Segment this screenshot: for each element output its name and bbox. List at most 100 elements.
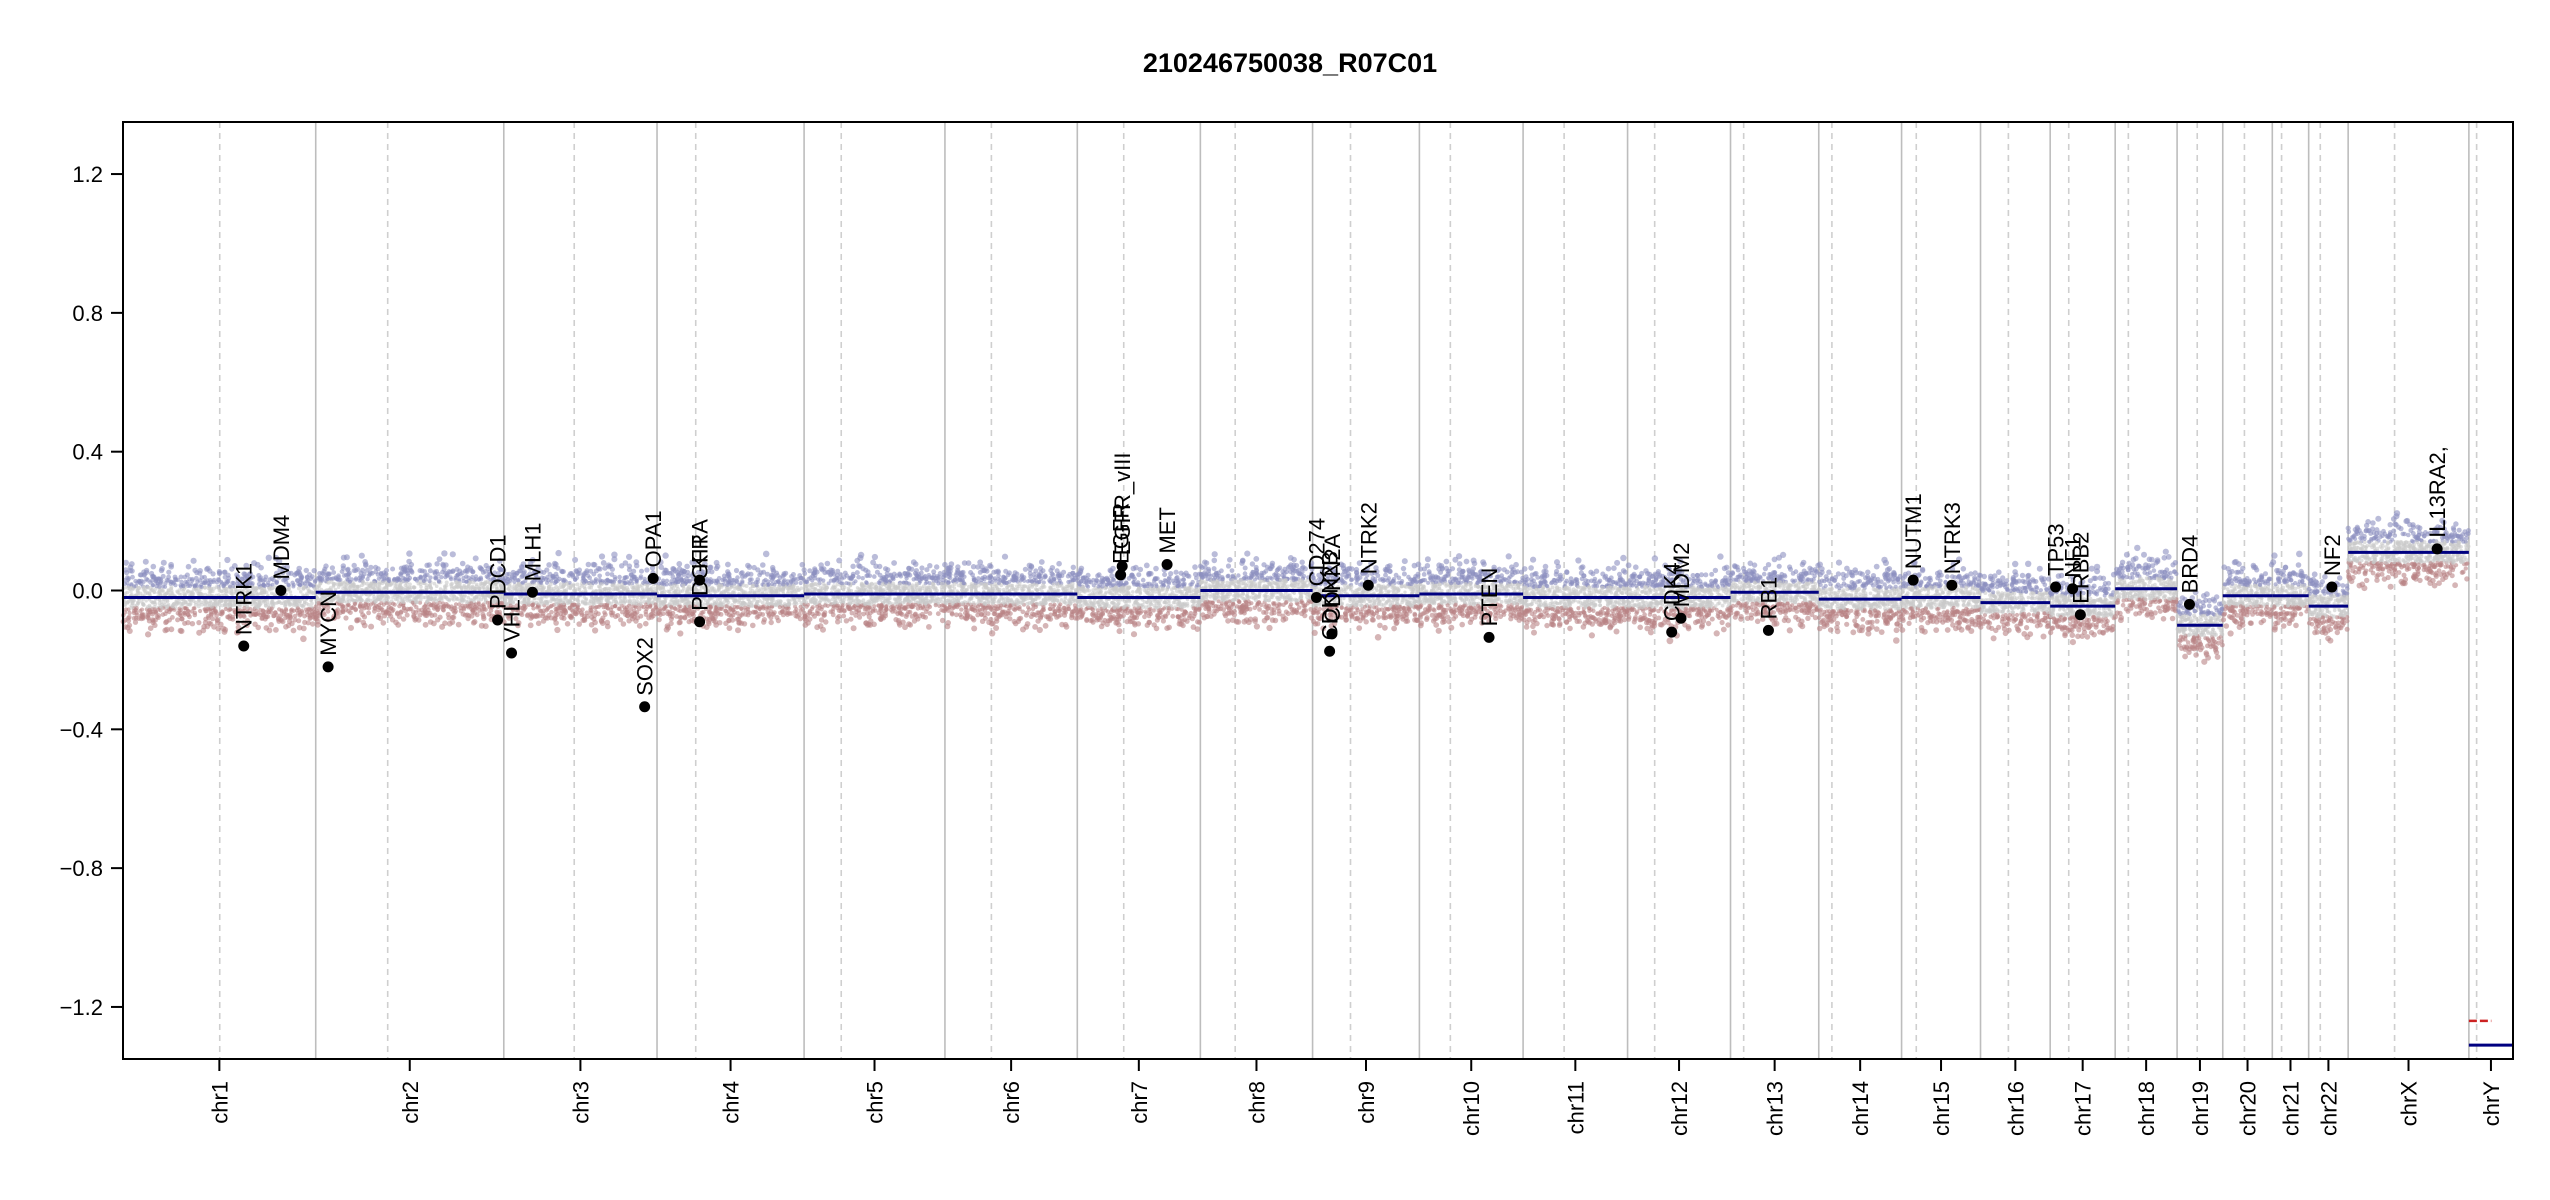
- probe-point: [565, 601, 570, 606]
- probe-point: [200, 627, 207, 634]
- probe-point: [126, 628, 133, 634]
- probe-point: [474, 605, 479, 611]
- probe-point: [602, 612, 608, 617]
- probe-point: [147, 603, 152, 608]
- probe-point: [677, 619, 683, 625]
- probe-point: [452, 586, 457, 590]
- probe-point: [333, 587, 338, 592]
- probe-point: [419, 585, 423, 589]
- probe-point: [741, 621, 748, 627]
- probe-point: [719, 583, 724, 588]
- probe-point: [163, 584, 168, 589]
- probe-point: [612, 604, 618, 609]
- probe-point: [609, 566, 616, 572]
- probe-point: [422, 621, 429, 628]
- probe-point: [135, 580, 140, 585]
- probe-point: [676, 561, 683, 567]
- probe-point: [472, 595, 477, 600]
- probe-point: [452, 605, 457, 610]
- probe-point: [798, 604, 803, 609]
- probe-point: [569, 607, 574, 612]
- probe-point: [608, 579, 613, 584]
- probe-point: [357, 604, 363, 609]
- probe-point: [150, 588, 155, 592]
- probe-point: [216, 568, 222, 575]
- probe-point: [150, 563, 157, 570]
- probe-point: [425, 599, 430, 603]
- probe-point: [727, 580, 732, 585]
- probe-point: [596, 604, 602, 609]
- probe-point: [559, 569, 565, 575]
- probe-point: [296, 586, 301, 591]
- probe-point: [717, 620, 723, 626]
- probe-point: [308, 591, 312, 595]
- probe-point: [344, 583, 349, 587]
- probe-point: [758, 605, 763, 610]
- probe-point: [524, 613, 530, 619]
- probe-point: [438, 587, 443, 591]
- probe-points: [120, 510, 2471, 665]
- probe-point: [663, 600, 667, 604]
- probe-point: [182, 606, 187, 610]
- probe-point: [193, 575, 199, 581]
- probe-point: [442, 603, 447, 609]
- probe-point: [513, 572, 518, 578]
- probe-point: [349, 577, 354, 582]
- probe-point: [289, 620, 295, 627]
- probe-point: [741, 583, 746, 588]
- probe-point: [639, 568, 644, 574]
- probe-point: [333, 575, 338, 580]
- probe-point: [743, 602, 748, 606]
- probe-point: [394, 576, 399, 582]
- probe-point: [600, 620, 606, 626]
- probe-point: [296, 618, 302, 624]
- probe-point: [754, 583, 759, 588]
- probe-point: [407, 575, 413, 581]
- probe-point: [716, 576, 722, 581]
- probe-point: [188, 598, 192, 603]
- probe-point: [182, 610, 187, 615]
- probe-point: [526, 596, 530, 601]
- probe-point: [406, 558, 412, 565]
- probe-point: [770, 602, 775, 606]
- probe-point: [449, 551, 456, 558]
- probe-point: [192, 567, 198, 573]
- probe-point: [414, 578, 419, 583]
- probe-point: [317, 575, 322, 580]
- probe-point: [436, 579, 441, 584]
- probe-point: [733, 567, 740, 574]
- probe-point: [598, 553, 606, 560]
- probe-point: [281, 601, 285, 605]
- probe-point: [441, 608, 446, 613]
- probe-point: [411, 613, 417, 619]
- probe-point: [306, 603, 311, 607]
- probe-point: [386, 594, 390, 599]
- probe-point: [627, 595, 632, 599]
- probe-point: [836, 557, 843, 564]
- probe-point: [401, 600, 406, 605]
- probe-point: [405, 598, 410, 603]
- probe-point: [750, 622, 756, 629]
- probe-point: [281, 609, 287, 614]
- probe-point: [405, 571, 411, 576]
- probe-point: [452, 594, 456, 598]
- probe-point: [141, 612, 146, 617]
- probe-point: [740, 611, 745, 616]
- probe-point: [299, 590, 303, 594]
- probe-point: [270, 582, 275, 587]
- probe-point: [735, 627, 741, 634]
- probe-point: [186, 589, 191, 594]
- probe-point: [616, 585, 621, 590]
- probe-point: [189, 621, 196, 627]
- probe-point: [170, 604, 175, 609]
- probe-point: [398, 610, 404, 615]
- probe-point: [546, 562, 552, 568]
- probe-point: [622, 585, 627, 589]
- probe-point: [422, 569, 427, 574]
- probe-point: [535, 620, 542, 627]
- probe-point: [750, 604, 755, 608]
- probe-point: [761, 617, 768, 623]
- probe-point: [290, 627, 297, 634]
- probe-point: [667, 609, 673, 615]
- probe-point: [258, 578, 264, 583]
